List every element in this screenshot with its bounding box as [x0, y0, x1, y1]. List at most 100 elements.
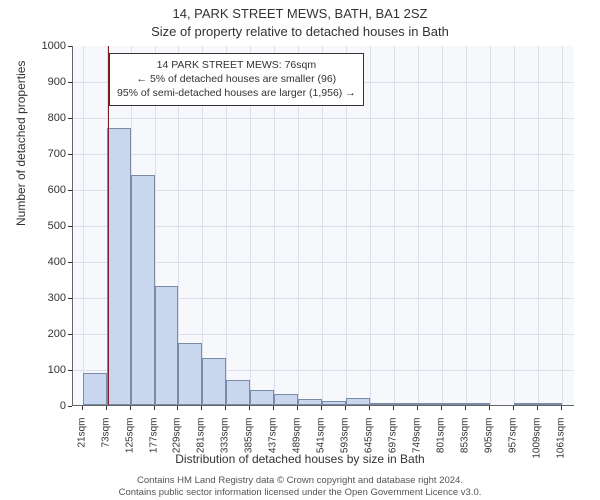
- x-tick-mark: [177, 406, 178, 410]
- x-tick-mark: [513, 406, 514, 410]
- y-tick-mark: [68, 82, 72, 83]
- x-tick-label: 385sqm: [244, 418, 255, 478]
- x-tick-mark: [441, 406, 442, 410]
- credit-line-2: Contains public sector information licen…: [0, 487, 600, 498]
- x-tick-label: 801sqm: [435, 418, 446, 478]
- x-tick-mark: [537, 406, 538, 410]
- x-tick-mark: [465, 406, 466, 410]
- x-tick-mark: [321, 406, 322, 410]
- x-tick-mark: [489, 406, 490, 410]
- histogram-bar: [178, 343, 202, 405]
- gridline-v: [514, 46, 515, 405]
- y-tick-label: 900: [0, 76, 66, 88]
- y-tick-label: 600: [0, 184, 66, 196]
- x-tick-label: 21sqm: [76, 418, 87, 478]
- annotation-line: 14 PARK STREET MEWS: 76sqm: [117, 58, 356, 72]
- y-tick-label: 400: [0, 256, 66, 268]
- gridline-v: [442, 46, 443, 405]
- x-tick-label: 281sqm: [196, 418, 207, 478]
- histogram-bar: [418, 403, 442, 405]
- histogram-bar: [466, 403, 490, 405]
- histogram-bar: [442, 403, 466, 405]
- x-tick-mark: [417, 406, 418, 410]
- x-tick-mark: [369, 406, 370, 410]
- histogram-bar: [298, 399, 322, 405]
- x-tick-mark: [297, 406, 298, 410]
- chart-title-main: 14, PARK STREET MEWS, BATH, BA1 2SZ: [0, 6, 600, 21]
- x-tick-label: 177sqm: [148, 418, 159, 478]
- x-tick-label: 593sqm: [340, 418, 351, 478]
- y-tick-label: 500: [0, 220, 66, 232]
- x-tick-label: 125sqm: [124, 418, 135, 478]
- plot-area: 14 PARK STREET MEWS: 76sqm← 5% of detach…: [72, 46, 574, 406]
- histogram-bar: [322, 401, 346, 405]
- histogram-bar: [131, 175, 155, 405]
- x-tick-mark: [249, 406, 250, 410]
- x-tick-label: 957sqm: [507, 418, 518, 478]
- y-tick-mark: [68, 262, 72, 263]
- y-tick-label: 0: [0, 400, 66, 412]
- gridline-h: [73, 154, 574, 155]
- x-tick-label: 1061sqm: [555, 418, 566, 478]
- x-tick-mark: [561, 406, 562, 410]
- chart-title-sub: Size of property relative to detached ho…: [0, 24, 600, 39]
- x-tick-label: 853sqm: [459, 418, 470, 478]
- y-tick-mark: [68, 118, 72, 119]
- histogram-bar: [107, 128, 131, 405]
- histogram-bar: [226, 380, 250, 405]
- y-tick-mark: [68, 154, 72, 155]
- annotation-line: ← 5% of detached houses are smaller (96): [117, 72, 356, 86]
- y-tick-mark: [68, 334, 72, 335]
- gridline-h: [73, 118, 574, 119]
- y-tick-mark: [68, 298, 72, 299]
- x-tick-mark: [273, 406, 274, 410]
- histogram-chart: 14, PARK STREET MEWS, BATH, BA1 2SZ Size…: [0, 0, 600, 500]
- gridline-v: [83, 46, 84, 405]
- histogram-bar: [83, 373, 107, 405]
- y-tick-mark: [68, 190, 72, 191]
- y-tick-label: 1000: [0, 40, 66, 52]
- y-tick-label: 200: [0, 328, 66, 340]
- histogram-bar: [370, 403, 394, 405]
- x-tick-mark: [130, 406, 131, 410]
- y-tick-mark: [68, 406, 72, 407]
- annotation-box: 14 PARK STREET MEWS: 76sqm← 5% of detach…: [109, 53, 364, 106]
- gridline-v: [466, 46, 467, 405]
- histogram-bar: [155, 286, 179, 405]
- histogram-bar: [250, 390, 274, 405]
- x-tick-label: 73sqm: [100, 418, 111, 478]
- histogram-bar: [394, 403, 418, 405]
- histogram-bar: [514, 403, 538, 405]
- y-tick-mark: [68, 46, 72, 47]
- gridline-v: [370, 46, 371, 405]
- x-tick-mark: [106, 406, 107, 410]
- x-tick-label: 489sqm: [292, 418, 303, 478]
- gridline-v: [490, 46, 491, 405]
- x-tick-label: 1009sqm: [531, 418, 542, 478]
- histogram-bar: [202, 358, 226, 405]
- x-tick-mark: [82, 406, 83, 410]
- y-tick-label: 700: [0, 148, 66, 160]
- x-tick-label: 697sqm: [388, 418, 399, 478]
- y-tick-label: 800: [0, 112, 66, 124]
- y-tick-mark: [68, 370, 72, 371]
- x-tick-label: 645sqm: [364, 418, 375, 478]
- y-tick-mark: [68, 226, 72, 227]
- y-tick-label: 300: [0, 292, 66, 304]
- annotation-line: 95% of semi-detached houses are larger (…: [117, 86, 356, 100]
- histogram-bar: [274, 394, 298, 405]
- x-tick-label: 229sqm: [172, 418, 183, 478]
- gridline-v: [418, 46, 419, 405]
- x-axis-label: Distribution of detached houses by size …: [0, 452, 600, 466]
- x-tick-label: 905sqm: [483, 418, 494, 478]
- histogram-bar: [346, 398, 370, 405]
- histogram-bar: [538, 403, 562, 405]
- gridline-v: [538, 46, 539, 405]
- gridline-v: [562, 46, 563, 405]
- x-tick-mark: [154, 406, 155, 410]
- x-tick-label: 541sqm: [316, 418, 327, 478]
- x-tick-mark: [345, 406, 346, 410]
- gridline-v: [394, 46, 395, 405]
- x-tick-mark: [225, 406, 226, 410]
- x-tick-mark: [201, 406, 202, 410]
